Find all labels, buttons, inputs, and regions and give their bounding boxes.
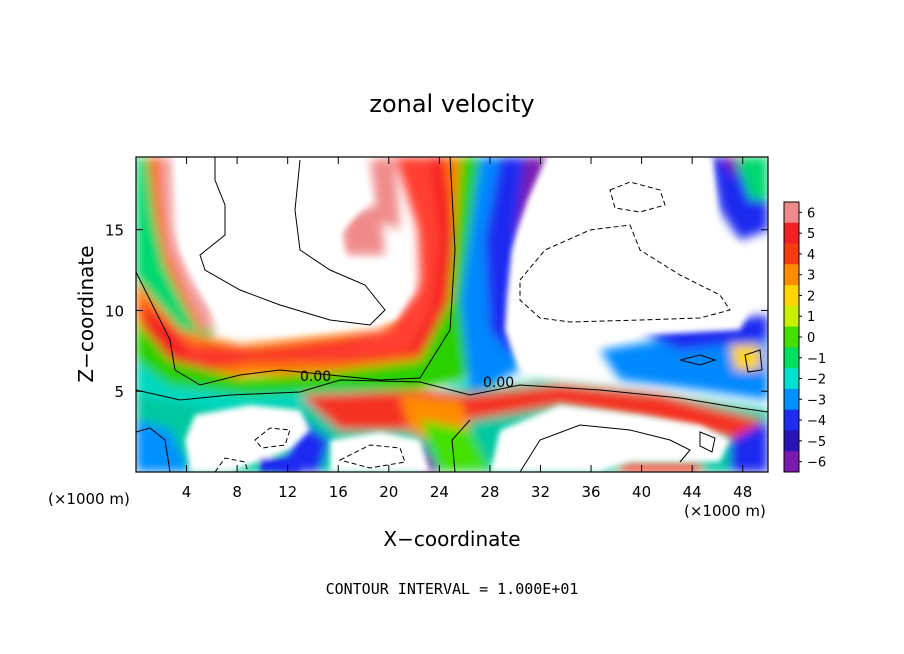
- y-axis-label: Z−coordinate: [74, 245, 98, 382]
- x-tick-label: 8: [232, 483, 242, 501]
- colorbar-swatch: [784, 202, 799, 224]
- x-unit-right: (×1000 m): [684, 502, 766, 520]
- y-axis-ticks: 5 10 15: [105, 222, 768, 401]
- x-tick-label: 12: [278, 483, 297, 501]
- colorbar-label: 3: [807, 269, 815, 284]
- colorbar-swatch: [784, 451, 799, 473]
- colorbar-label: 1: [807, 310, 815, 325]
- colorbar: 6 5 4 3 2 1 0 −1 −2 −3 −4 −5 −6: [783, 201, 826, 473]
- x-tick-label: 28: [480, 483, 499, 501]
- colorbar-label: 6: [807, 206, 815, 221]
- colorbar-label: 0: [807, 331, 815, 346]
- y-tick-label: 5: [114, 383, 124, 401]
- colorbar-label: −2: [807, 373, 826, 388]
- velocity-field: [136, 157, 768, 472]
- chart-title: zonal velocity: [369, 90, 534, 118]
- x-tick-label: 48: [733, 483, 752, 501]
- colorbar-label: −5: [807, 435, 826, 450]
- x-tick-label: 36: [581, 483, 600, 501]
- colorbar-label: −3: [807, 393, 826, 408]
- colorbar-swatch: [784, 368, 799, 390]
- colorbar-swatch: [784, 388, 799, 411]
- colorbar-swatch: [784, 326, 799, 348]
- x-tick-label: 4: [182, 483, 192, 501]
- colorbar-swatch: [784, 264, 799, 286]
- colorbar-swatch: [784, 305, 799, 328]
- colorbar-label: −1: [807, 352, 826, 367]
- colorbar-swatch: [784, 285, 799, 307]
- colorbar-label: 2: [807, 289, 815, 304]
- x-tick-label: 24: [430, 483, 449, 501]
- x-tick-label: 32: [531, 483, 550, 501]
- colorbar-label: 5: [807, 227, 815, 242]
- colorbar-swatch: [784, 430, 799, 452]
- colorbar-swatch: [784, 409, 799, 431]
- x-tick-label: 44: [683, 483, 702, 501]
- contour-label-1: 0.00: [300, 369, 331, 385]
- x-tick-label: 20: [379, 483, 398, 501]
- x-tick-label: 40: [632, 483, 651, 501]
- x-unit-left: (×1000 m): [48, 490, 130, 508]
- colorbar-label: −6: [807, 456, 826, 471]
- contour-label-2: 0.00: [483, 375, 514, 391]
- x-axis-label: X−coordinate: [383, 527, 520, 551]
- y-tick-label: 10: [105, 302, 124, 320]
- x-axis-ticks: 4 8 12 16 20 24 28 32 36 40 44 48: [182, 157, 752, 501]
- x-tick-label: 16: [329, 483, 348, 501]
- y-tick-label: 15: [105, 222, 124, 240]
- colorbar-swatch: [784, 222, 799, 245]
- colorbar-swatch: [784, 347, 799, 369]
- colorbar-swatch: [784, 243, 799, 265]
- colorbar-label: 4: [807, 248, 815, 263]
- plot-frame: [135, 156, 769, 473]
- colorbar-label: −4: [807, 414, 826, 429]
- contour-interval-note: CONTOUR INTERVAL = 1.000E+01: [326, 580, 579, 598]
